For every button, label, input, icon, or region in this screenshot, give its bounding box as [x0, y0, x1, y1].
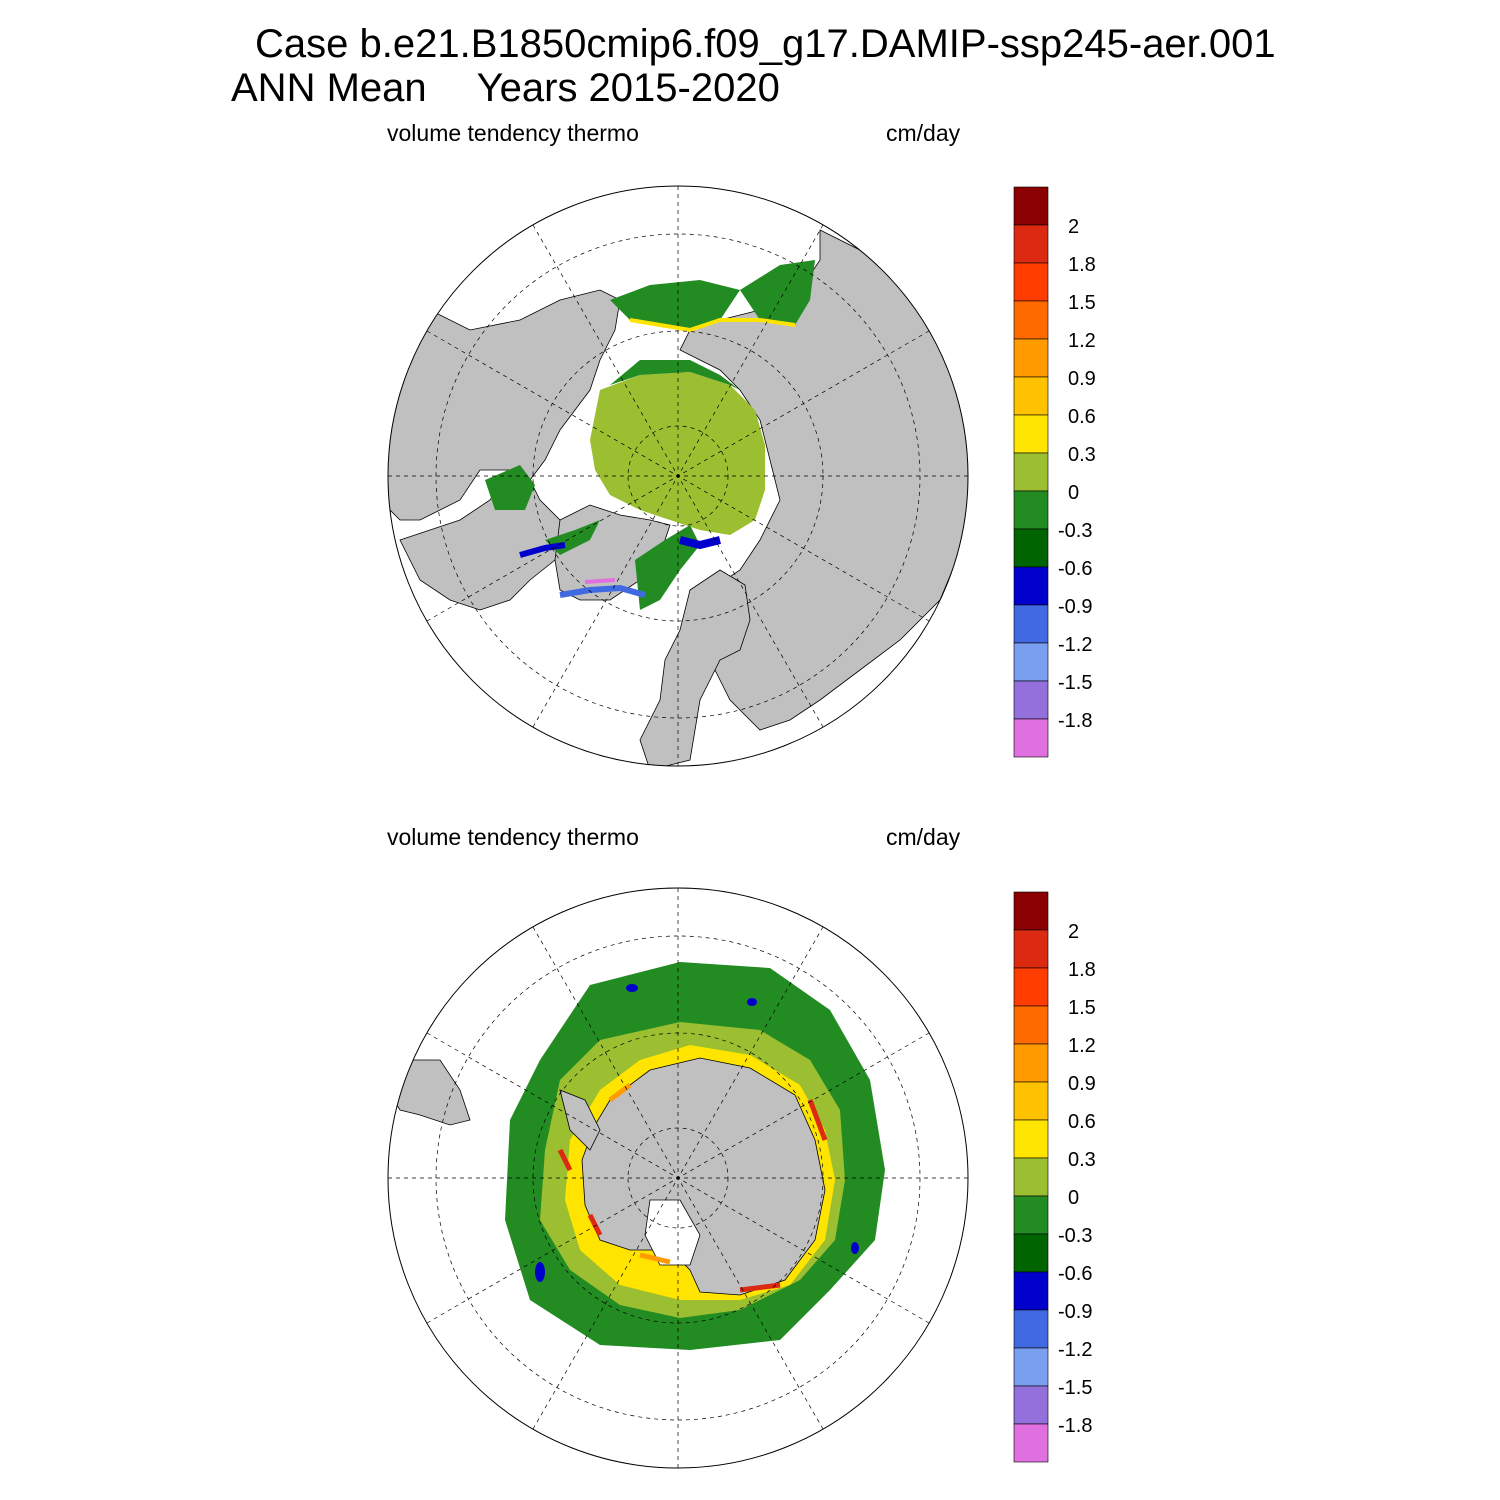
colorbar-tick-label: 1.5: [1058, 292, 1096, 314]
colorbar-swatch: [1013, 1119, 1049, 1159]
colorbar-swatch: [1013, 1423, 1049, 1463]
colorbar-tick-label: -0.3: [1058, 520, 1092, 542]
colorbar-tick-label: 0: [1058, 1187, 1079, 1209]
colorbar-swatch: [1013, 891, 1049, 931]
colorbar-tick-label: -0.6: [1058, 1263, 1092, 1285]
colorbar-tick-label: 1.2: [1058, 1035, 1096, 1057]
north-land-scandinavia-europe: [639, 569, 751, 766]
colorbar-tick-label: -1.5: [1058, 1377, 1092, 1399]
colorbar-tick-label: -0.3: [1058, 1225, 1092, 1247]
colorbar-swatch: [1013, 528, 1049, 568]
colorbar-tick-label: 2: [1058, 216, 1079, 238]
north-variable-label: volume tendency thermo: [387, 120, 639, 146]
colorbar-swatch: [1013, 414, 1049, 454]
colorbar-swatch: [1013, 642, 1049, 682]
colorbar-tick-label: -0.6: [1058, 558, 1092, 580]
colorbar-swatch: [1013, 262, 1049, 302]
colorbar-tick-label: -1.2: [1058, 1339, 1092, 1361]
colorbar-swatch: [1013, 338, 1049, 378]
season-label: ANN Mean: [231, 66, 427, 110]
south-ice-orange-edge: [608, 1083, 671, 1265]
colorbar-tick-label: -0.9: [1058, 596, 1092, 618]
north-land-asia: [388, 289, 621, 521]
colorbar-tick-label: -0.9: [1058, 1301, 1092, 1323]
colorbar-tick-label: 0.3: [1058, 1149, 1096, 1171]
colorbar-tick-label: 1.8: [1058, 959, 1096, 981]
north-ice-labrador: [635, 525, 700, 610]
colorbar-swatch: [1013, 1271, 1049, 1311]
colorbar-tick-label: 0.9: [1058, 368, 1096, 390]
colorbar-swatch: [1013, 1195, 1049, 1235]
colorbar-swatch: [1013, 929, 1049, 969]
colorbar-swatch: [1013, 1385, 1049, 1425]
north-polar-map: [387, 185, 969, 767]
colorbar-tick-label: 0.6: [1058, 406, 1096, 428]
north-colorbar: 2 1.8 1.5 1.2 0.9 0.6 0.3 0 -0.3 -0.6 -0.9 -…: [1013, 186, 1096, 758]
colorbar-tick-label: 0: [1058, 482, 1079, 504]
colorbar-tick-label: 1.8: [1058, 254, 1096, 276]
colorbar-tick-label: 0.6: [1058, 1111, 1096, 1133]
colorbar-tick-label: 1.5: [1058, 997, 1096, 1019]
colorbar-swatch: [1013, 376, 1049, 416]
south-land-peninsula: [559, 1089, 601, 1151]
colorbar-swatch: [1013, 224, 1049, 264]
south-land-south-america: [388, 1059, 471, 1126]
south-graticule: [388, 888, 968, 1468]
colorbar-tick-label: -1.2: [1058, 634, 1092, 656]
north-ice-hudson: [485, 465, 535, 510]
north-ice-blue-edge3: [679, 536, 721, 550]
colorbar-tick-label: -1.8: [1058, 710, 1092, 732]
colorbar-swatch: [1013, 490, 1049, 530]
north-units-label: cm/day: [886, 120, 961, 146]
colorbar-swatch: [1013, 566, 1049, 606]
colorbar-tick-label: 1.2: [1058, 330, 1096, 352]
north-ice-yellow-edge: [629, 318, 796, 333]
colorbar-swatch: [1013, 680, 1049, 720]
north-ice-siberian-rim: [610, 360, 740, 390]
south-colorbar: 2 1.8 1.5 1.2 0.9 0.6 0.3 0 -0.3 -0.6 -0.9 -…: [1013, 891, 1096, 1463]
colorbar-swatch: [1013, 718, 1049, 758]
plot-title-case: Case b.e21.B1850cmip6.f09_g17.DAMIP-ssp2…: [255, 22, 1276, 66]
colorbar-swatch: [1013, 452, 1049, 492]
plot-title-period: ANN Mean Years 2015-2020: [231, 66, 780, 110]
north-ice-pink-edge: [584, 578, 616, 584]
south-variable-label: volume tendency thermo: [387, 824, 639, 850]
colorbar-tick-label: -1.8: [1058, 1415, 1092, 1437]
south-polar-map: [387, 887, 969, 1469]
colorbar-swatch: [1013, 604, 1049, 644]
colorbar-swatch: [1013, 1043, 1049, 1083]
south-ice-red-edge: [557, 1099, 828, 1293]
north-ice-barents: [610, 280, 740, 330]
colorbar-tick-label: -1.5: [1058, 672, 1092, 694]
years-label: Years 2015-2020: [476, 66, 780, 110]
colorbar-swatch: [1013, 300, 1049, 340]
colorbar-swatch: [1013, 1309, 1049, 1349]
north-graticule: [388, 186, 968, 766]
colorbar-swatch: [1013, 1005, 1049, 1045]
north-ice-blue-edge: [519, 542, 566, 558]
colorbar-tick-label: 2: [1058, 921, 1079, 943]
north-ice-okhotsk: [740, 260, 815, 325]
colorbar-swatch: [1013, 967, 1049, 1007]
south-units-label: cm/day: [886, 824, 961, 850]
colorbar-swatch: [1013, 1233, 1049, 1273]
colorbar-swatch: [1013, 1347, 1049, 1387]
colorbar-swatch: [1013, 186, 1049, 226]
north-ice-blue-edge2: [559, 584, 646, 598]
colorbar-tick-label: 0.3: [1058, 444, 1096, 466]
colorbar-swatch: [1013, 1157, 1049, 1197]
colorbar-swatch: [1013, 1081, 1049, 1121]
colorbar-tick-label: 0.9: [1058, 1073, 1096, 1095]
north-ice-central: [590, 372, 765, 535]
